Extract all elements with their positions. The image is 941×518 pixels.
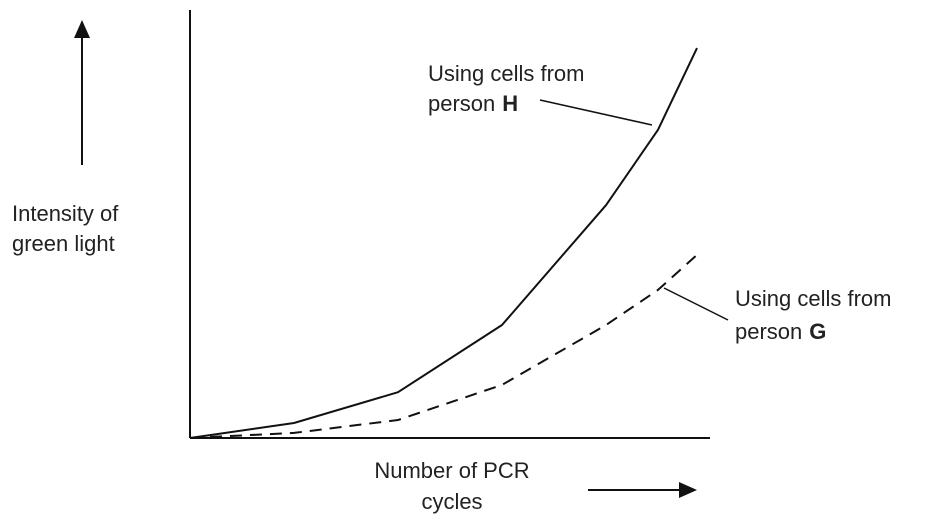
series-label: person H xyxy=(428,91,518,116)
y-label: Intensity of xyxy=(12,201,119,226)
series-label-text: person xyxy=(428,91,495,116)
series-line xyxy=(189,47,698,439)
leader-line xyxy=(663,287,729,321)
series-label-text: person xyxy=(735,319,802,344)
series-label-emphasis: G xyxy=(809,319,826,344)
series-line xyxy=(189,254,698,439)
series-label-emphasis: H xyxy=(502,91,518,116)
series-label: Using cells from xyxy=(428,61,584,86)
x-label: Number of PCR xyxy=(374,458,529,483)
x-label: cycles xyxy=(421,489,482,514)
y-label: green light xyxy=(12,231,115,256)
series-label: Using cells from xyxy=(735,286,891,311)
leader-line xyxy=(539,99,653,126)
series-label: person G xyxy=(735,319,826,344)
